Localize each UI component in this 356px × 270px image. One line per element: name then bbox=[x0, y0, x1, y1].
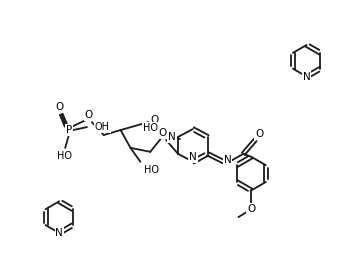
Text: O: O bbox=[85, 110, 93, 120]
Text: O: O bbox=[158, 128, 166, 138]
Text: O: O bbox=[55, 102, 63, 112]
Text: HO: HO bbox=[143, 123, 158, 133]
Text: N: N bbox=[224, 155, 231, 165]
Text: OH: OH bbox=[95, 122, 110, 132]
Text: N: N bbox=[56, 228, 63, 238]
Text: O: O bbox=[255, 129, 263, 139]
Text: O: O bbox=[247, 204, 255, 214]
Text: P: P bbox=[66, 125, 72, 135]
Text: N: N bbox=[168, 132, 176, 142]
Text: HO: HO bbox=[144, 165, 159, 175]
Text: O: O bbox=[150, 115, 158, 125]
Text: N: N bbox=[189, 152, 197, 162]
Text: HO: HO bbox=[57, 151, 72, 161]
Text: N: N bbox=[303, 72, 310, 82]
